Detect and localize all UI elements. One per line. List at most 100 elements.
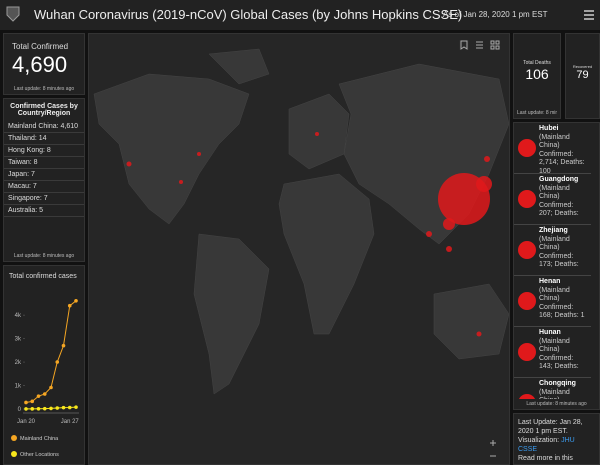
- subtitle: As of Jan 28, 2020 1 pm EST: [443, 10, 548, 19]
- info-text: Read more in this: [518, 455, 573, 462]
- province-name: Hunan: [539, 329, 561, 336]
- info-text: Visualization:: [518, 437, 560, 444]
- province-text: Hubei (Mainland China) Confirmed: 2,714; D…: [539, 125, 587, 176]
- y-tick-label: 3k: [15, 337, 22, 343]
- menu-button[interactable]: [584, 10, 594, 20]
- case-dot: [518, 241, 536, 259]
- case-marker: [179, 180, 183, 184]
- update: Last update: 8 minutes ago: [13, 253, 75, 259]
- province-region: (Mainland China): [539, 235, 570, 252]
- data-point: [30, 399, 35, 404]
- province-detail: Confirmed: 207; Deaths:: [539, 201, 579, 218]
- province-region: (Mainland China): [539, 286, 570, 303]
- land: [433, 283, 509, 360]
- case-marker: [126, 161, 132, 167]
- province-item: Guangdong (Mainland China) Confirmed: 207;…: [514, 174, 591, 225]
- label: Total Confirmed: [12, 42, 69, 51]
- land: [93, 73, 250, 225]
- country-item: Singapore: 7: [4, 193, 84, 205]
- province-name: Chongqing: [539, 380, 576, 387]
- link[interactable]: JHU CSSE: [518, 437, 575, 453]
- country-item: Taiwan: 8: [4, 157, 84, 169]
- province-name: Guangdong: [539, 176, 579, 183]
- data-point: [61, 343, 66, 348]
- data-point: [74, 299, 78, 303]
- data-point: [24, 400, 28, 405]
- data-point: [67, 303, 72, 308]
- data-point: [30, 407, 35, 411]
- province-item: Henan (Mainland China) Confirmed: 168; Dea…: [514, 276, 591, 327]
- province-detail: Confirmed: 2,714; Deaths: 100: [539, 150, 585, 175]
- y-tick-label: 2k: [15, 360, 22, 366]
- case-marker: [476, 176, 492, 192]
- legend-swatch: [11, 435, 17, 441]
- data-point: [55, 406, 60, 410]
- case-marker: [484, 156, 490, 162]
- case-marker: [426, 231, 432, 237]
- province-text: Henan (Mainland China) Confirmed: 168; Dea…: [539, 278, 587, 321]
- province-text: Chongqing(Mainland China): [539, 380, 587, 399]
- bookmark-icon: [460, 40, 468, 50]
- by-country: Confirmed Cases by Country/Region Mainla…: [3, 98, 85, 262]
- data-point: [42, 392, 47, 396]
- case-dot: [518, 190, 536, 208]
- update: Last update: 8 minutes ago: [13, 86, 75, 92]
- case-marker: [197, 152, 201, 156]
- info: Last Update: Jan 28, 2020 1 pm EST. Visu…: [513, 413, 600, 465]
- province-item: Hunan (Mainland China) Confirmed: 143; Dea…: [514, 327, 591, 378]
- country-item: Macau: 7: [4, 181, 84, 193]
- bookmark-button[interactable]: [459, 40, 469, 50]
- case-marker: [476, 331, 482, 337]
- province-items: Hubei (Mainland China) Confirmed: 2,714; D…: [514, 123, 591, 399]
- list-icon[interactable]: [476, 41, 483, 49]
- province-region: (Mainland China): [539, 388, 570, 400]
- land: [193, 233, 270, 395]
- legend-label: Other Locations: [20, 452, 59, 458]
- province-list: Hubei (Mainland China) Confirmed: 2,714; D…: [513, 122, 600, 410]
- province-detail: Confirmed: 173; Deaths:: [539, 252, 579, 269]
- grid-icon[interactable]: [490, 40, 500, 50]
- province-name: Henan: [539, 278, 561, 285]
- data-point: [24, 407, 28, 411]
- case-dot: [518, 139, 536, 157]
- recovered: Recovered 79: [565, 33, 600, 119]
- chart-title: Total confirmed cases: [9, 273, 77, 280]
- case-dot: [518, 343, 536, 361]
- case-marker: [443, 218, 455, 230]
- logo: [6, 6, 20, 22]
- province-item: Chongqing(Mainland China): [514, 378, 591, 399]
- province-detail: Confirmed: 143; Deaths:: [539, 354, 579, 371]
- province-item: Hubei (Mainland China) Confirmed: 2,714; D…: [514, 123, 591, 176]
- data-point: [36, 407, 41, 411]
- land: [278, 173, 375, 335]
- zoom-controls[interactable]: [490, 440, 496, 457]
- label: Recovered: [572, 64, 593, 69]
- province-text: Hunan (Mainland China) Confirmed: 143; Dea…: [539, 329, 587, 372]
- value: 106: [525, 66, 549, 82]
- y-tick-label: 0: [18, 407, 22, 413]
- province-text: Zhejiang (Mainland China) Confirmed: 173; …: [539, 227, 587, 270]
- map: [88, 33, 510, 465]
- panel-title: Confirmed Cases by Country/Region: [10, 103, 78, 117]
- province-region: (Mainland China): [539, 133, 570, 150]
- chart-panel: Total confirmed cases 0 1k 2k 3k 4k Jan 20 Jan…: [3, 265, 85, 465]
- data-point: [36, 394, 41, 398]
- data-point: [42, 406, 47, 411]
- case-marker: [446, 246, 452, 252]
- province-region: (Mainland China): [539, 337, 570, 354]
- header: Wuhan Coronavirus (2019-nCoV) Global Cas…: [0, 0, 600, 30]
- x-tick-label: Jan 20: [17, 419, 36, 425]
- y-tick-label: 1k: [15, 384, 22, 390]
- data-point: [74, 405, 78, 409]
- province-name: Hubei: [539, 125, 559, 132]
- data-point: [49, 385, 53, 390]
- case-marker: [315, 132, 319, 136]
- legend-label: Mainland China: [20, 436, 59, 442]
- total-confirmed: Total Confirmed 4,690 Last update: 8 min…: [3, 33, 85, 95]
- data-point: [67, 405, 72, 410]
- update: Last update: 8 mir: [516, 110, 558, 116]
- data-point: [55, 360, 60, 364]
- title: Wuhan Coronavirus (2019-nCoV) Global Cas…: [34, 7, 463, 22]
- total-deaths: Total Deaths 106 Last update: 8 mir: [513, 33, 561, 119]
